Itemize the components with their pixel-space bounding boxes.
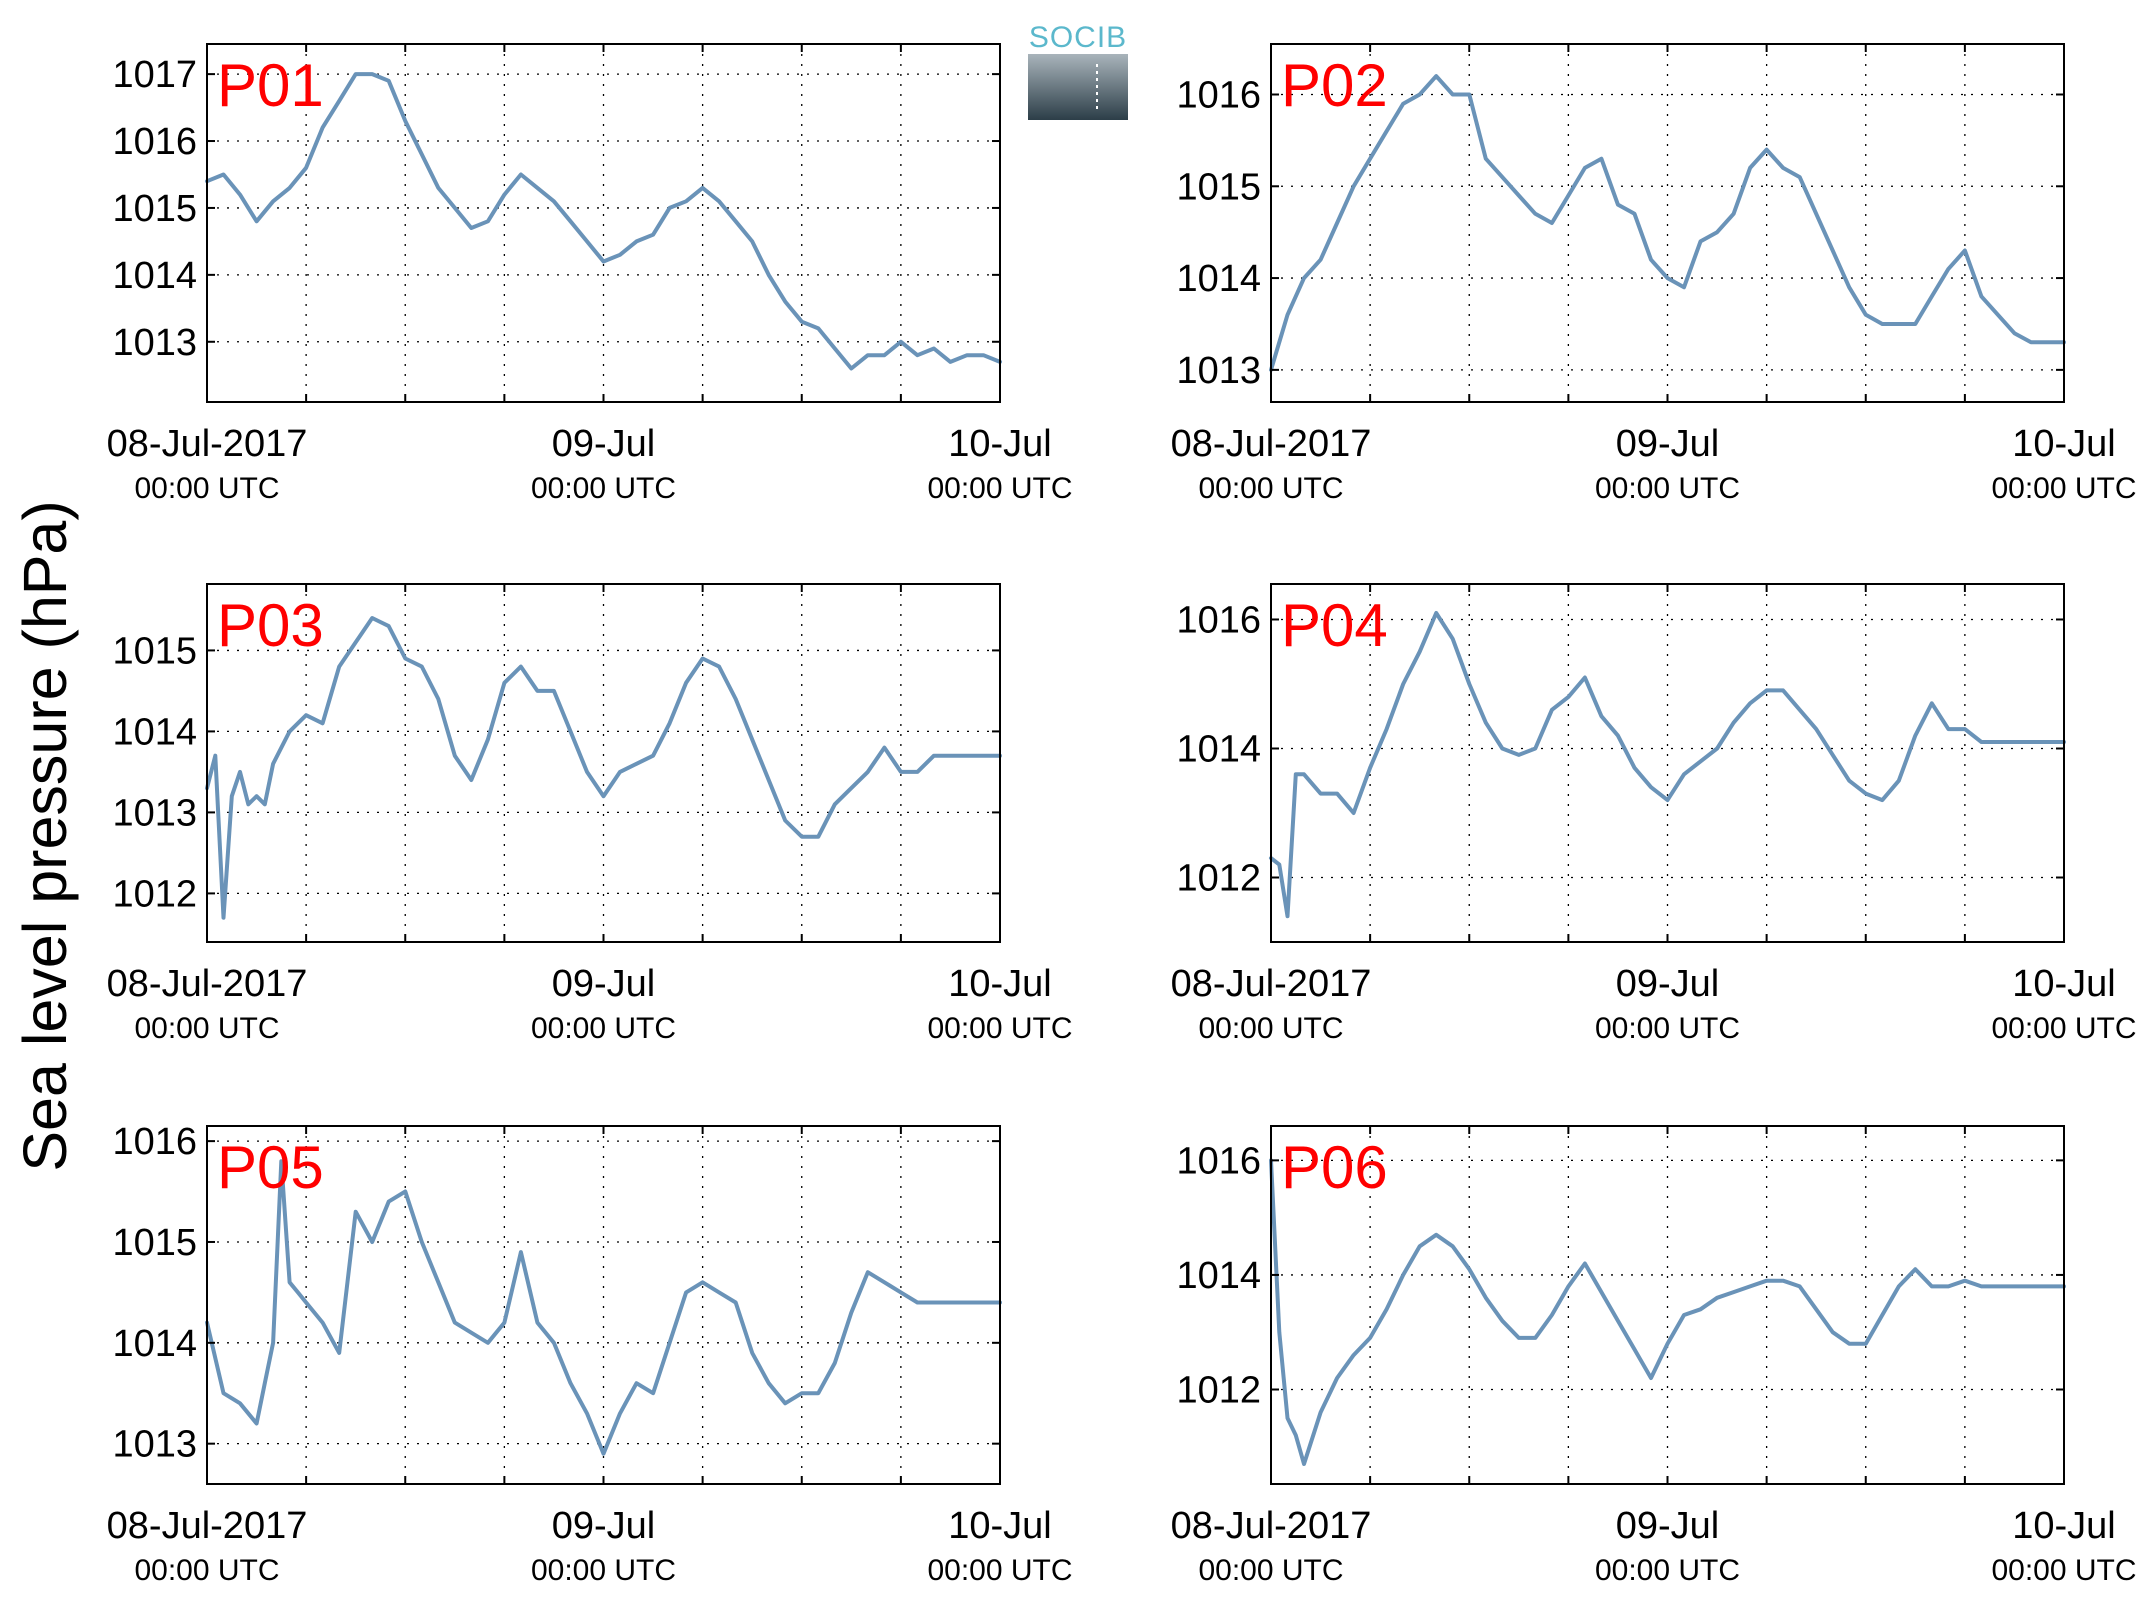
panel-p02: 1013 1014 1015 1016 08-Jul-2017 00:00 UTC 09-J… xyxy=(1171,43,2137,505)
y-tick-label: 1015 xyxy=(112,188,197,230)
y-tick-label: 1016 xyxy=(1176,74,1261,116)
y-tick-label: 1014 xyxy=(1176,1255,1261,1297)
x-tick-sublabel: 00:00 UTC xyxy=(1595,1554,1740,1587)
axes-frame xyxy=(1270,43,2065,403)
x-tick-sublabel: 00:00 UTC xyxy=(1198,1012,1343,1045)
x-tick-sublabel: 00:00 UTC xyxy=(1991,472,2136,505)
series-line xyxy=(1269,74,2066,372)
x-tick-label: 10-Jul xyxy=(948,963,1052,1005)
panel-p03: 1012 1013 1014 1015 08-Jul-2017 00:00 UTC 09-J… xyxy=(107,583,1073,1045)
y-tick-label: 1017 xyxy=(112,54,197,96)
panel-label: P03 xyxy=(217,592,324,659)
axes-frame xyxy=(206,583,1001,943)
y-tick-label: 1013 xyxy=(112,322,197,364)
x-tick-sublabel: 00:00 UTC xyxy=(927,472,1072,505)
y-tick-label: 1016 xyxy=(1176,1140,1261,1182)
y-tick-label: 1013 xyxy=(112,792,197,834)
logo-background xyxy=(1028,54,1128,120)
x-tick-label: 09-Jul xyxy=(552,423,656,465)
y-tick-label: 1012 xyxy=(1176,857,1261,899)
panel-label: P01 xyxy=(217,52,324,119)
x-tick-sublabel: 00:00 UTC xyxy=(1595,1012,1740,1045)
y-tick-label: 1015 xyxy=(112,630,197,672)
x-tick-sublabel: 00:00 UTC xyxy=(927,1012,1072,1045)
y-tick-label: 1014 xyxy=(112,255,197,297)
y-axis-label: Sea level pressure (hPa) xyxy=(11,500,79,1171)
axes-frame xyxy=(206,43,1001,403)
y-tick-label: 1014 xyxy=(1176,728,1261,770)
x-tick-sublabel: 00:00 UTC xyxy=(1595,472,1740,505)
panel-p04: 1012 1014 1016 08-Jul-2017 00:00 UTC 09-Jul 00… xyxy=(1171,583,2137,1045)
x-tick-label: 08-Jul-2017 xyxy=(107,1505,308,1547)
y-tick-label: 1015 xyxy=(1176,166,1261,208)
logo-text: SOCIB xyxy=(1029,21,1127,54)
series-line xyxy=(205,616,1002,920)
x-tick-sublabel: 00:00 UTC xyxy=(531,472,676,505)
y-tick-label: 1014 xyxy=(112,1323,197,1365)
x-tick-label: 09-Jul xyxy=(552,1505,656,1547)
y-tick-label: 1013 xyxy=(1176,350,1261,392)
y-tick-label: 1013 xyxy=(112,1424,197,1466)
series-line xyxy=(205,1159,1002,1456)
x-tick-label: 10-Jul xyxy=(948,423,1052,465)
x-tick-sublabel: 00:00 UTC xyxy=(1198,1554,1343,1587)
x-tick-label: 10-Jul xyxy=(2012,1505,2116,1547)
x-tick-sublabel: 00:00 UTC xyxy=(927,1554,1072,1587)
y-tick-label: 1015 xyxy=(112,1222,197,1264)
x-tick-label: 09-Jul xyxy=(552,963,656,1005)
x-tick-sublabel: 00:00 UTC xyxy=(134,1554,279,1587)
series-line xyxy=(205,72,1002,371)
panel-label: P04 xyxy=(1281,592,1388,659)
x-tick-sublabel: 00:00 UTC xyxy=(1991,1012,2136,1045)
x-tick-sublabel: 00:00 UTC xyxy=(134,472,279,505)
x-tick-label: 08-Jul-2017 xyxy=(107,963,308,1005)
panel-label: P06 xyxy=(1281,1134,1388,1201)
series-line xyxy=(1269,611,2066,919)
panel-label: P05 xyxy=(217,1134,324,1201)
x-tick-sublabel: 00:00 UTC xyxy=(1991,1554,2136,1587)
y-tick-label: 1012 xyxy=(1176,1369,1261,1411)
x-tick-label: 10-Jul xyxy=(948,1505,1052,1547)
axes-frame xyxy=(206,1125,1001,1485)
y-tick-label: 1014 xyxy=(112,711,197,753)
axes-frame xyxy=(1270,583,2065,943)
x-tick-sublabel: 00:00 UTC xyxy=(531,1554,676,1587)
socib-logo: SOCIB xyxy=(1028,21,1128,120)
panel-label: P02 xyxy=(1281,52,1388,119)
x-tick-sublabel: 00:00 UTC xyxy=(134,1012,279,1045)
x-tick-label: 09-Jul xyxy=(1616,1505,1720,1547)
series-line xyxy=(1269,1158,2066,1466)
y-tick-label: 1014 xyxy=(1176,258,1261,300)
panel-p05: 1013 1014 1015 1016 08-Jul-2017 00:00 UTC 09-J… xyxy=(107,1121,1073,1587)
panels-container: 1013 1014 1015 1016 1017 08-Jul-2017 00:00 UTC… xyxy=(107,43,2137,1587)
y-tick-label: 1016 xyxy=(112,121,197,163)
x-tick-label: 08-Jul-2017 xyxy=(1171,423,1372,465)
x-tick-label: 10-Jul xyxy=(2012,963,2116,1005)
x-tick-label: 08-Jul-2017 xyxy=(1171,963,1372,1005)
panel-p06: 1012 1014 1016 08-Jul-2017 00:00 UTC 09-Jul 00… xyxy=(1171,1125,2137,1587)
x-tick-sublabel: 00:00 UTC xyxy=(1198,472,1343,505)
y-tick-label: 1012 xyxy=(112,873,197,915)
y-tick-label: 1016 xyxy=(112,1121,197,1163)
x-tick-label: 08-Jul-2017 xyxy=(107,423,308,465)
y-tick-label: 1016 xyxy=(1176,599,1261,641)
x-tick-label: 09-Jul xyxy=(1616,963,1720,1005)
x-tick-label: 10-Jul xyxy=(2012,423,2116,465)
panel-p01: 1013 1014 1015 1016 1017 08-Jul-2017 00:00 UTC… xyxy=(107,43,1073,505)
x-tick-label: 08-Jul-2017 xyxy=(1171,1505,1372,1547)
x-tick-label: 09-Jul xyxy=(1616,423,1720,465)
x-tick-sublabel: 00:00 UTC xyxy=(531,1012,676,1045)
